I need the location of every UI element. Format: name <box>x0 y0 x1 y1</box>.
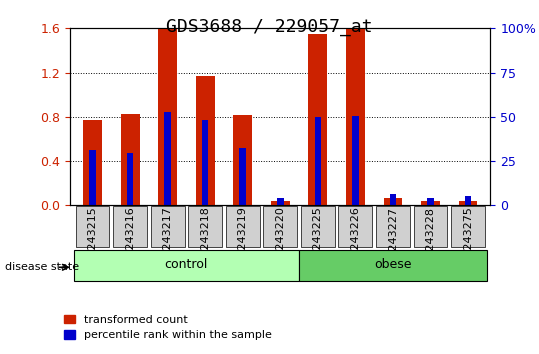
Bar <box>164 113 171 205</box>
Bar <box>465 196 471 205</box>
FancyBboxPatch shape <box>299 250 487 281</box>
FancyBboxPatch shape <box>151 206 184 247</box>
Bar <box>352 116 358 205</box>
Text: GSM243217: GSM243217 <box>163 207 172 274</box>
FancyBboxPatch shape <box>338 206 372 247</box>
Text: GSM243227: GSM243227 <box>388 207 398 275</box>
Text: GSM243215: GSM243215 <box>88 207 98 274</box>
Bar <box>271 201 289 205</box>
FancyBboxPatch shape <box>451 206 485 247</box>
Bar <box>202 120 209 205</box>
Bar <box>239 148 246 205</box>
Text: GDS3688 / 229057_at: GDS3688 / 229057_at <box>166 18 373 36</box>
FancyBboxPatch shape <box>75 206 109 247</box>
Text: GSM243218: GSM243218 <box>200 207 210 274</box>
Bar <box>421 201 440 205</box>
FancyBboxPatch shape <box>226 206 260 247</box>
Bar <box>315 117 321 205</box>
Bar <box>459 201 478 205</box>
Text: disease state: disease state <box>5 262 80 272</box>
Legend: transformed count, percentile rank within the sample: transformed count, percentile rank withi… <box>59 310 276 345</box>
Bar <box>346 28 365 205</box>
Text: obese: obese <box>374 258 412 271</box>
Bar <box>127 153 134 205</box>
Bar <box>196 76 215 205</box>
FancyBboxPatch shape <box>74 250 299 281</box>
FancyBboxPatch shape <box>188 206 222 247</box>
Bar <box>158 28 177 205</box>
Bar <box>277 198 284 205</box>
Text: GSM243228: GSM243228 <box>425 207 436 275</box>
Bar <box>390 194 396 205</box>
Text: GSM243275: GSM243275 <box>463 207 473 274</box>
Text: GSM243219: GSM243219 <box>238 207 248 274</box>
FancyBboxPatch shape <box>264 206 297 247</box>
FancyBboxPatch shape <box>301 206 335 247</box>
Bar <box>83 120 102 205</box>
Bar <box>233 115 252 205</box>
Bar <box>121 114 140 205</box>
Text: GSM243225: GSM243225 <box>313 207 323 274</box>
Bar <box>308 34 327 205</box>
Text: GSM243216: GSM243216 <box>125 207 135 274</box>
Text: control: control <box>165 258 208 271</box>
Bar <box>89 150 96 205</box>
Bar <box>384 198 402 205</box>
FancyBboxPatch shape <box>376 206 410 247</box>
FancyBboxPatch shape <box>113 206 147 247</box>
FancyBboxPatch shape <box>413 206 447 247</box>
Bar <box>427 198 434 205</box>
Text: GSM243226: GSM243226 <box>350 207 361 274</box>
Text: GSM243220: GSM243220 <box>275 207 285 274</box>
